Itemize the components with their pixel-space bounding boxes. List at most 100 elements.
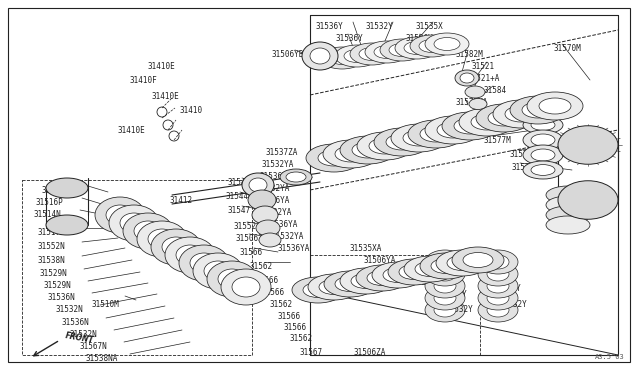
Text: 31552N: 31552N: [38, 242, 66, 251]
Ellipse shape: [493, 100, 549, 128]
Text: 31511M: 31511M: [42, 186, 70, 195]
Ellipse shape: [425, 286, 465, 310]
Text: 31535X: 31535X: [415, 22, 443, 31]
Text: 31410F: 31410F: [130, 76, 157, 85]
Ellipse shape: [367, 270, 397, 285]
Ellipse shape: [487, 267, 509, 281]
Text: 31562: 31562: [269, 300, 292, 309]
Text: 31536N: 31536N: [62, 318, 90, 327]
Ellipse shape: [478, 250, 518, 274]
Ellipse shape: [340, 268, 392, 294]
Ellipse shape: [218, 269, 246, 289]
Ellipse shape: [442, 112, 498, 140]
Ellipse shape: [369, 138, 401, 154]
Ellipse shape: [386, 134, 418, 150]
Ellipse shape: [425, 250, 465, 274]
Ellipse shape: [179, 245, 229, 281]
Ellipse shape: [420, 253, 472, 279]
Ellipse shape: [383, 267, 413, 282]
Ellipse shape: [434, 303, 456, 317]
Ellipse shape: [318, 150, 350, 166]
Ellipse shape: [329, 51, 355, 64]
Ellipse shape: [531, 134, 555, 146]
Text: 31412: 31412: [170, 196, 193, 205]
Ellipse shape: [134, 221, 162, 241]
Ellipse shape: [531, 149, 555, 161]
Ellipse shape: [242, 173, 274, 197]
Ellipse shape: [335, 45, 379, 67]
Ellipse shape: [302, 42, 338, 70]
Ellipse shape: [478, 286, 518, 310]
Text: 31516P: 31516P: [36, 198, 64, 207]
Ellipse shape: [546, 196, 590, 214]
Text: 31510M: 31510M: [92, 300, 120, 309]
Text: 31571M: 31571M: [512, 163, 540, 172]
Text: 31532N: 31532N: [56, 305, 84, 314]
Ellipse shape: [374, 128, 430, 156]
Ellipse shape: [365, 41, 409, 63]
Text: 31547: 31547: [228, 206, 251, 215]
Text: 31566: 31566: [256, 276, 279, 285]
Text: 31506Y: 31506Y: [405, 34, 433, 43]
Ellipse shape: [523, 130, 563, 150]
Text: 31566: 31566: [284, 323, 307, 332]
Ellipse shape: [460, 73, 474, 83]
Ellipse shape: [388, 259, 440, 285]
Text: 31536YA: 31536YA: [266, 220, 298, 229]
Text: FRONT: FRONT: [64, 331, 94, 345]
Text: 31582M: 31582M: [455, 50, 483, 59]
Ellipse shape: [469, 99, 487, 109]
Ellipse shape: [465, 86, 485, 98]
Ellipse shape: [404, 256, 456, 282]
Text: 31532YA: 31532YA: [272, 232, 305, 241]
Ellipse shape: [221, 269, 271, 305]
Ellipse shape: [434, 38, 460, 51]
Ellipse shape: [546, 216, 590, 234]
Ellipse shape: [459, 108, 515, 136]
Ellipse shape: [259, 233, 281, 247]
Text: 31410: 31410: [180, 106, 203, 115]
Text: 31576+A: 31576+A: [487, 110, 520, 119]
Ellipse shape: [463, 253, 493, 267]
Text: 31536Y: 31536Y: [440, 290, 468, 299]
Ellipse shape: [95, 197, 145, 233]
Ellipse shape: [522, 102, 554, 118]
Ellipse shape: [389, 44, 415, 57]
Text: 31536Y: 31536Y: [335, 34, 363, 43]
Text: 31537ZA: 31537ZA: [265, 148, 298, 157]
Ellipse shape: [523, 161, 563, 179]
Text: 31521+A: 31521+A: [468, 74, 500, 83]
Ellipse shape: [357, 132, 413, 160]
Text: 31538N: 31538N: [38, 256, 66, 265]
Text: 31506YB: 31506YB: [272, 50, 305, 59]
Ellipse shape: [546, 206, 590, 224]
Text: 31536N: 31536N: [48, 293, 76, 302]
Text: 31562: 31562: [290, 334, 313, 343]
Ellipse shape: [193, 253, 243, 289]
Text: 31577MA: 31577MA: [456, 98, 488, 107]
Text: 31506ZA: 31506ZA: [353, 348, 385, 357]
Text: 31536YA: 31536YA: [278, 244, 310, 253]
Text: 31567: 31567: [300, 348, 323, 357]
Text: 31566: 31566: [261, 288, 284, 297]
Text: 31506YA: 31506YA: [363, 256, 396, 265]
Ellipse shape: [487, 291, 509, 305]
Ellipse shape: [558, 181, 618, 219]
Text: 31514N: 31514N: [34, 210, 61, 219]
Ellipse shape: [319, 279, 349, 295]
Ellipse shape: [248, 190, 276, 210]
Ellipse shape: [335, 146, 367, 162]
Ellipse shape: [546, 186, 590, 204]
Ellipse shape: [399, 264, 429, 279]
Ellipse shape: [454, 118, 486, 134]
Ellipse shape: [487, 255, 509, 269]
Text: 31410E: 31410E: [118, 126, 146, 135]
Ellipse shape: [106, 205, 134, 225]
Text: 31537Z: 31537Z: [394, 266, 422, 275]
Ellipse shape: [425, 298, 465, 322]
Text: 31536Y: 31536Y: [494, 284, 522, 293]
Ellipse shape: [523, 99, 563, 121]
Ellipse shape: [232, 277, 260, 297]
Ellipse shape: [531, 164, 555, 176]
Ellipse shape: [46, 215, 88, 235]
